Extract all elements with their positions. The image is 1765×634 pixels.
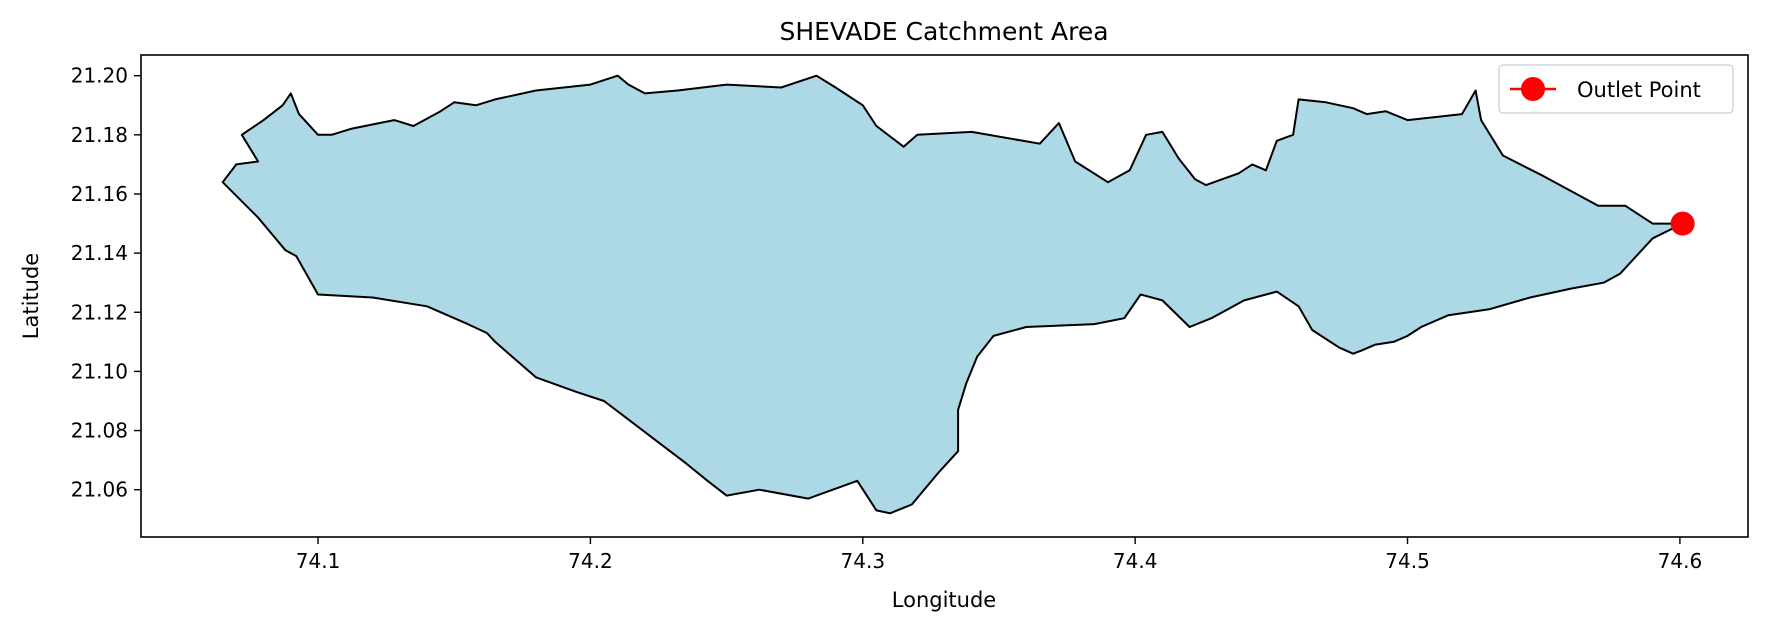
- catchment-boundary-polygon: [221, 74, 1684, 515]
- x-tick-label: 74.5: [1385, 549, 1430, 573]
- catchment-layer: [221, 74, 1684, 515]
- x-tick-label: 74.6: [1658, 549, 1703, 573]
- y-tick-label: 21.12: [71, 300, 128, 324]
- map-title: SHEVADE Catchment Area: [779, 17, 1108, 46]
- legend: Outlet Point: [1498, 64, 1734, 114]
- x-tick-label: 74.3: [841, 549, 886, 573]
- legend-dot-marker: [1521, 77, 1545, 101]
- outlet-layer: [1670, 211, 1695, 236]
- y-axis-label: Latitude: [19, 253, 43, 339]
- legend-label-outlet: Outlet Point: [1577, 78, 1701, 102]
- y-tick-label: 21.08: [71, 419, 128, 443]
- x-tick-label: 74.1: [296, 549, 341, 573]
- y-tick-label: 21.14: [71, 241, 128, 265]
- y-tick-label: 21.16: [71, 182, 128, 206]
- y-axis-ticks: 21.06 21.08 21.10 21.12 21.14 21.16 21.18 21.20: [71, 64, 141, 502]
- axes-frame: [140, 54, 1749, 538]
- outlet-point-marker: [1670, 211, 1695, 236]
- y-tick-label: 21.06: [71, 478, 128, 502]
- y-tick-label: 21.20: [71, 64, 128, 88]
- x-tick-label: 74.4: [1113, 549, 1158, 573]
- x-axis-ticks: 74.1 74.2 74.3 74.4 74.5 74.6: [296, 537, 1702, 573]
- y-tick-label: 21.18: [71, 123, 128, 147]
- x-axis-label: Longitude: [892, 588, 996, 612]
- y-tick-label: 21.10: [71, 359, 128, 383]
- x-tick-label: 74.2: [568, 549, 613, 573]
- legend-box: [1498, 64, 1734, 114]
